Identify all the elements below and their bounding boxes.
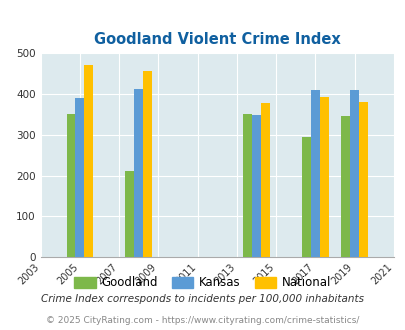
Title: Goodland Violent Crime Index: Goodland Violent Crime Index — [94, 32, 340, 48]
Bar — [84, 65, 93, 257]
Bar — [341, 116, 349, 257]
Bar — [75, 98, 84, 257]
Legend: Goodland, Kansas, National: Goodland, Kansas, National — [70, 272, 335, 294]
Bar — [260, 103, 269, 257]
Bar — [66, 114, 75, 257]
Bar — [310, 90, 319, 257]
Text: Crime Index corresponds to incidents per 100,000 inhabitants: Crime Index corresponds to incidents per… — [41, 294, 364, 304]
Bar — [319, 97, 328, 257]
Bar — [243, 114, 252, 257]
Text: © 2025 CityRating.com - https://www.cityrating.com/crime-statistics/: © 2025 CityRating.com - https://www.city… — [46, 316, 359, 325]
Bar — [143, 71, 151, 257]
Bar — [125, 172, 134, 257]
Bar — [134, 89, 143, 257]
Bar — [349, 90, 358, 257]
Bar — [358, 102, 367, 257]
Bar — [301, 137, 310, 257]
Bar — [252, 115, 260, 257]
